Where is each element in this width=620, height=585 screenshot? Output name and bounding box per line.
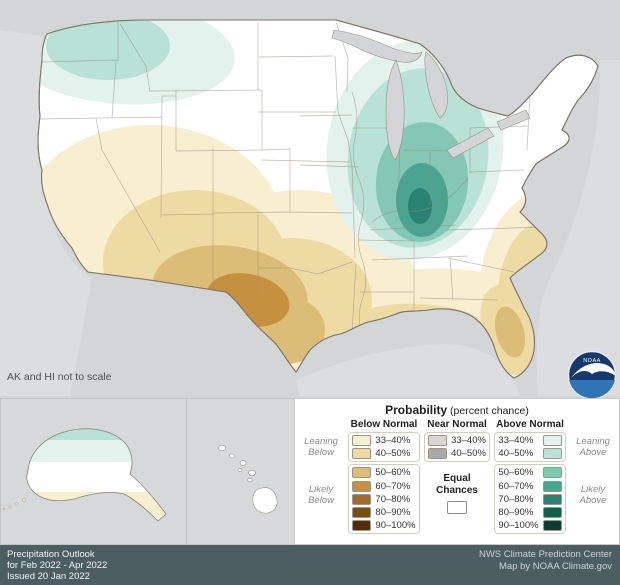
map-scale-note: AK and HI not to scale xyxy=(7,371,112,383)
legend-swatch xyxy=(352,520,372,532)
legend-swatch-label: 80–90% xyxy=(498,507,534,519)
noaa-logo-text: NOAA xyxy=(583,358,601,364)
footer-issued: Issued 20 Jan 2022 xyxy=(7,571,90,583)
legend-row: 33–40% xyxy=(352,434,415,447)
legend-title-suffix: (percent chance) xyxy=(447,405,529,417)
footer-left-text: Precipitation Outlook for Feb 2022 - Apr… xyxy=(7,549,107,585)
footer-period: for Feb 2022 - Apr 2022 xyxy=(7,560,108,572)
great-lakes xyxy=(331,29,531,161)
legend-above-column: Above Normal 33–40% 40–50% 50–60% 60–70% 70–… xyxy=(488,419,572,536)
legend-swatch xyxy=(542,448,562,460)
lake-erie xyxy=(446,127,495,159)
legend-swatch-label: 33–40% xyxy=(498,435,534,447)
gulf-of-mexico xyxy=(296,344,520,396)
legend-swatch-group: 33–40% 40–50% xyxy=(348,432,420,463)
lake-ontario xyxy=(496,109,531,131)
near-normal-header: Near Normal xyxy=(427,419,487,430)
below-normal-header: Below Normal xyxy=(350,419,418,430)
legend-row: 33–40% xyxy=(428,434,486,447)
footer-bar: Precipitation Outlook for Feb 2022 - Apr… xyxy=(0,545,620,585)
noaa-gull-icon xyxy=(571,363,616,378)
lake-superior xyxy=(331,29,423,63)
likely-above-label: Likely Above xyxy=(579,483,607,506)
legend-left-labels: Leaning Below Likely Below xyxy=(300,419,342,507)
aleutian-islands xyxy=(2,498,26,511)
legend-row: 50–60% xyxy=(498,466,562,479)
legend-row: 40–50% xyxy=(352,447,415,460)
legend-row: 40–50% xyxy=(428,447,486,460)
legend-swatch xyxy=(352,507,372,519)
legend-swatch-group: 33–40% 40–50% xyxy=(494,432,566,463)
equal-chances-swatch xyxy=(447,501,467,515)
legend-row: 50–60% xyxy=(352,466,415,479)
us-outline-stroke xyxy=(37,19,599,379)
legend-swatch-label: 50–60% xyxy=(498,467,534,479)
legend-swatch-group: 50–60% 60–70% 70–80% 80–90% 90–100% xyxy=(348,464,420,535)
legend-swatch xyxy=(542,507,562,519)
leaning-above-label: Leaning Above xyxy=(576,436,610,458)
legend-swatch xyxy=(542,493,562,505)
legend-swatch-group: 50–60% 60–70% 70–80% 80–90% 90–100% xyxy=(494,464,566,535)
leaning-below-label: Leaning Below xyxy=(304,436,338,458)
legend-right-labels: Leaning Above Likely Above xyxy=(572,419,614,507)
legend-swatch xyxy=(542,467,562,479)
legend-row: 70–80% xyxy=(352,493,415,506)
legend-swatch xyxy=(352,480,372,492)
legend-swatch xyxy=(352,493,372,505)
hawaii-inset xyxy=(218,444,278,514)
legend-swatch-label: 90–100% xyxy=(375,520,416,532)
legend-row: 60–70% xyxy=(498,480,562,493)
legend-swatch-group: 33–40% 40–50% xyxy=(424,432,490,463)
noaa-logo: NOAA xyxy=(567,350,617,400)
hawaii-big-island xyxy=(252,487,278,514)
legend-row: 80–90% xyxy=(498,506,562,519)
legend-swatch-label: 70–80% xyxy=(498,493,534,505)
legend-swatch xyxy=(352,435,372,447)
legend-swatch-label: 33–40% xyxy=(451,435,486,447)
legend-swatch xyxy=(542,480,562,492)
legend-swatch-label: 60–70% xyxy=(375,480,411,492)
footer-title: Precipitation Outlook xyxy=(7,549,95,560)
legend-swatch-label: 40–50% xyxy=(375,448,411,460)
legend-near-column: Near Normal 33–40% 40–50% Equal Chances xyxy=(424,419,490,515)
legend-swatch xyxy=(542,520,562,532)
equal-chances-label: Equal Chances xyxy=(436,473,478,496)
legend-swatch-label: 60–70% xyxy=(498,480,534,492)
pacific-ocean xyxy=(0,30,92,396)
legend-row: 40–50% xyxy=(498,447,562,460)
likely-below-label: Likely Below xyxy=(308,483,334,506)
legend-row: 33–40% xyxy=(498,434,562,447)
legend-swatch-label: 40–50% xyxy=(451,448,486,460)
legend-swatch-label: 33–40% xyxy=(375,435,411,447)
legend-swatch xyxy=(352,467,372,479)
legend-swatch-label: 70–80% xyxy=(375,493,411,505)
legend-title: Probability (percent chance) xyxy=(300,403,614,417)
legend-title-word: Probability xyxy=(385,403,448,417)
legend-swatch xyxy=(428,435,448,447)
legend-row: 90–100% xyxy=(352,519,416,532)
legend-panel: Probability (percent chance) Leaning Bel… xyxy=(294,398,620,545)
legend-row: 80–90% xyxy=(352,506,415,519)
legend-swatch xyxy=(542,435,562,447)
lake-michigan xyxy=(385,59,405,161)
footer-right-text: NWS Climate Prediction Center Map by NOA… xyxy=(479,549,612,585)
legend-swatch xyxy=(428,448,448,460)
legend-swatch-label: 50–60% xyxy=(375,467,411,479)
legend-row: 70–80% xyxy=(498,493,562,506)
state-borders xyxy=(39,21,547,334)
atlantic-ocean xyxy=(536,60,620,396)
legend-swatch-label: 40–50% xyxy=(498,448,534,460)
us-precipitation-map: NOAA xyxy=(0,19,620,545)
lake-huron xyxy=(424,51,448,119)
legend-swatch-label: 90–100% xyxy=(498,520,539,532)
legend-row: 90–100% xyxy=(498,519,562,532)
legend-below-column: Below Normal 33–40% 40–50% 50–60% 60–70% 70–… xyxy=(342,419,426,536)
legend-swatch xyxy=(352,448,372,460)
legend-row: 60–70% xyxy=(352,480,415,493)
footer-source: NWS Climate Prediction Center xyxy=(478,549,612,560)
legend-swatch-label: 80–90% xyxy=(375,507,411,519)
above-normal-header: Above Normal xyxy=(496,419,564,430)
footer-credit: Map by NOAA Climate.gov xyxy=(499,560,612,572)
